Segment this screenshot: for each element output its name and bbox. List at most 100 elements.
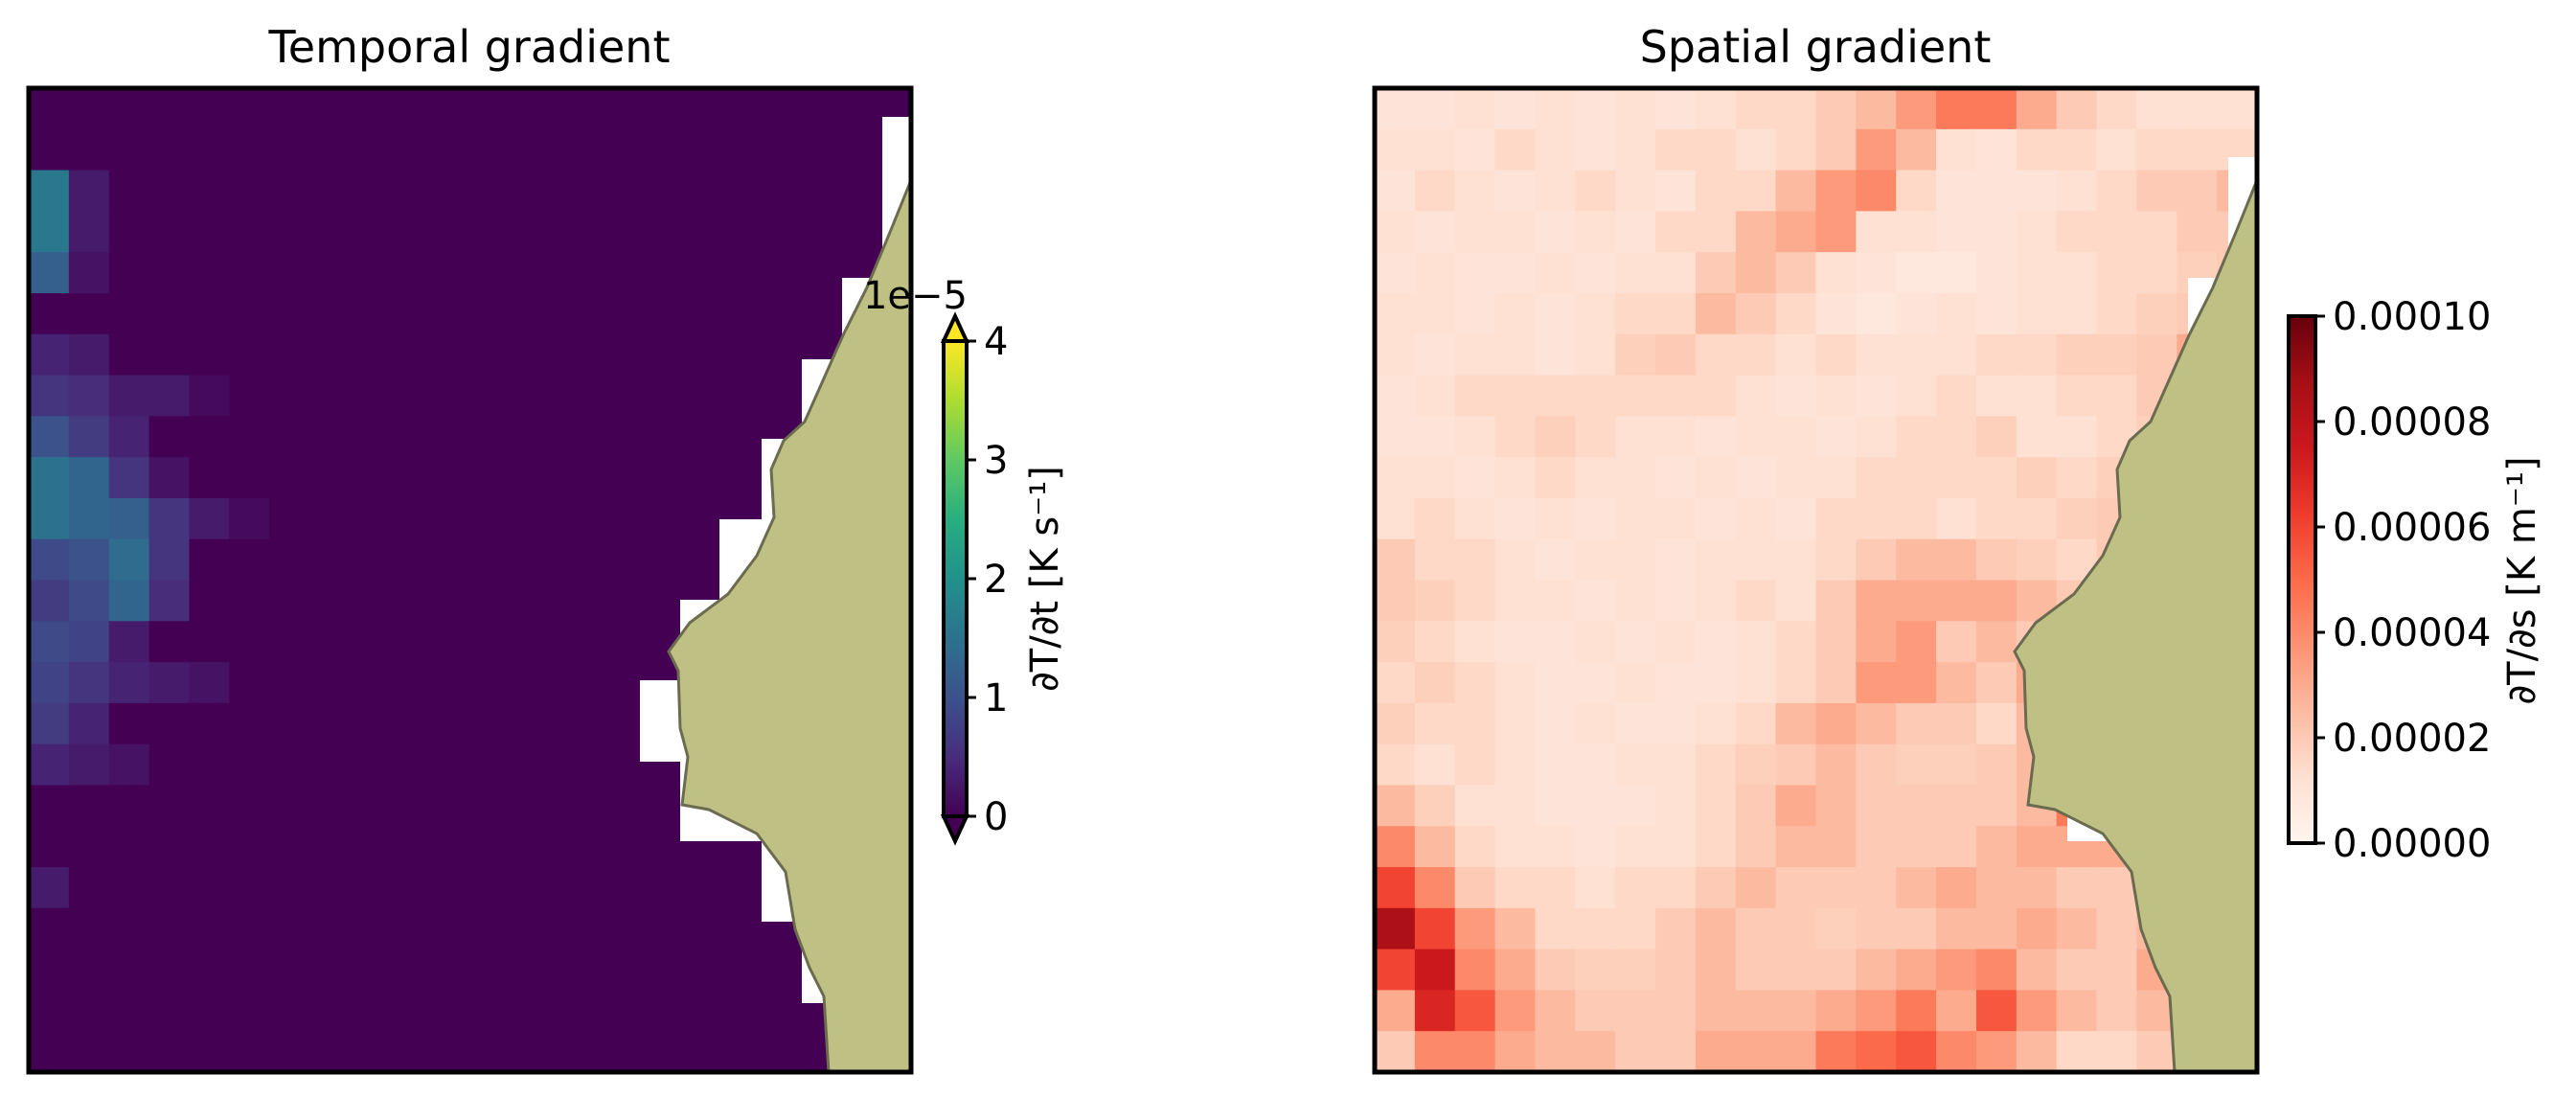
temporal-cell [750,211,792,253]
spatial-cell [1535,1031,1576,1072]
spatial-cell [1615,211,1656,253]
spatial-colorbar-tick-label: 0.00004 [2333,611,2491,655]
spatial-cell [1735,457,1777,499]
spatial-cell [2056,990,2098,1032]
spatial-cell [1655,907,1697,950]
temporal-cell [550,538,591,582]
spatial-cell [1655,170,1697,212]
spatial-cell [1936,252,1977,294]
spatial-cell [2016,252,2058,294]
spatial-cell [1695,867,1737,909]
temporal-cell [710,292,752,335]
spatial-cell [1454,538,1496,582]
temporal-cell [269,128,310,171]
temporal-cell [750,292,792,335]
temporal-cell [189,990,230,1032]
temporal-cell [469,252,511,294]
temporal-cell [229,867,270,909]
temporal-cell [550,948,591,992]
spatial-cell [1735,211,1777,253]
temporal-cell [510,743,551,787]
spatial-cell [1454,128,1496,171]
temporal-cell [68,211,110,253]
temporal-cell [629,826,672,868]
temporal-cell [309,990,351,1032]
temporal-cell [189,292,230,335]
spatial-cell [1695,292,1737,335]
temporal-cell [309,743,351,787]
spatial-cell [1936,867,1977,909]
spatial-cell [1575,826,1616,868]
temporal-cell [349,170,391,212]
temporal-cell [710,170,752,212]
temporal-colorbar-tick-label: 0 [984,795,1008,839]
temporal-cell [349,867,391,909]
spatial-cell [1775,170,1817,212]
temporal-cell [108,416,150,458]
temporal-cell [68,743,110,787]
spatial-cell [1454,907,1496,950]
spatial-cell [1856,743,1897,787]
spatial-cell [1655,662,1697,704]
temporal-cell [389,948,431,992]
temporal-cell [108,170,150,212]
spatial-cell [1936,1031,1977,1072]
temporal-cell [590,170,631,212]
temporal-cell [629,1031,672,1072]
spatial-cell [1815,907,1857,950]
spatial-cell [1936,88,1977,130]
temporal-colorbar-tick-label: 4 [984,320,1008,364]
temporal-cell [29,662,70,704]
temporal-cell [550,170,591,212]
spatial-cell [1575,497,1616,540]
temporal-cell [790,1031,832,1072]
temporal-cell [429,1031,471,1072]
spatial-cell [1414,128,1456,171]
spatial-colorbar-tick-label: 0.00000 [2333,822,2491,866]
temporal-cell [670,333,712,377]
temporal-cell [429,621,471,663]
spatial-cell [1695,702,1737,745]
spatial-cell [2016,128,2058,171]
temporal-cell [389,785,431,827]
spatial-cell [1494,743,1537,787]
temporal-cell [429,128,471,171]
temporal-cell [148,375,191,417]
temporal-cell [349,538,391,582]
temporal-cell [670,416,712,458]
temporal-cell [349,375,391,417]
temporal-cell [68,990,110,1032]
spatial-cell [1936,580,1977,622]
spatial-cell [1655,743,1697,787]
spatial-cell [1896,867,1937,909]
temporal-cell [29,497,70,540]
temporal-cell [68,333,110,377]
temporal-cell [108,292,150,335]
spatial-cell [1615,170,1656,212]
temporal-cell [148,333,191,377]
temporal-cell [670,375,712,417]
temporal-cell [389,538,431,582]
temporal-cell [469,88,511,130]
spatial-cell [1695,211,1737,253]
temporal-cell [349,621,391,663]
spatial-cell [2016,907,2058,950]
spatial-cell [1975,333,2017,377]
temporal-cell [590,416,631,458]
temporal-cell [148,497,191,540]
temporal-cell [510,375,551,417]
temporal-cell [429,416,471,458]
temporal-cell [68,948,110,992]
temporal-cell [629,416,672,458]
spatial-cell [1896,990,1937,1032]
temporal-cell [389,88,431,130]
temporal-cell [590,702,631,745]
temporal-cell [29,785,70,827]
temporal-cell [790,88,832,130]
temporal-cell [68,88,110,130]
spatial-cell [1535,621,1576,663]
temporal-cell [229,621,270,663]
temporal-cell [349,662,391,704]
spatial-cell [1856,333,1897,377]
spatial-cell [1655,948,1697,992]
